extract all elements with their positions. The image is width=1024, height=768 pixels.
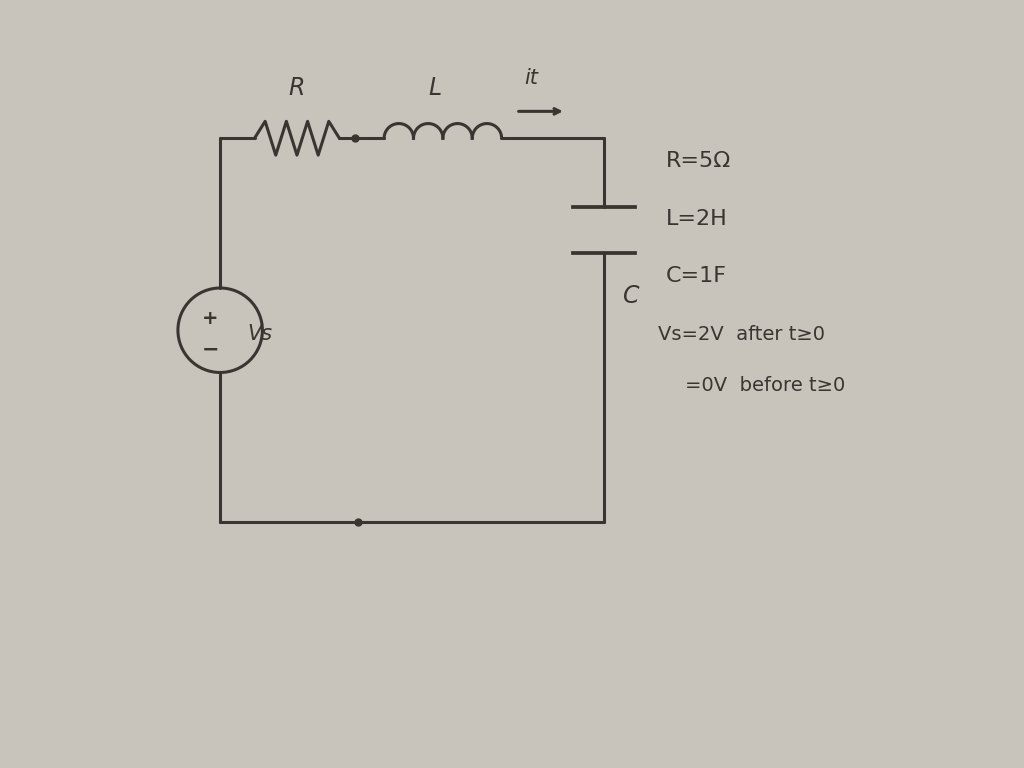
Text: L: L: [429, 76, 441, 100]
Text: Vs: Vs: [247, 324, 272, 344]
Text: =0V  before t≥0: =0V before t≥0: [685, 376, 845, 396]
Text: L=2H: L=2H: [666, 209, 727, 229]
Text: R=5Ω: R=5Ω: [666, 151, 731, 171]
Text: −: −: [202, 339, 219, 359]
Text: C: C: [624, 283, 640, 308]
Text: Vs=2V  after t≥0: Vs=2V after t≥0: [657, 325, 825, 343]
Text: C=1F: C=1F: [666, 266, 727, 286]
Text: +: +: [202, 310, 218, 328]
Text: it: it: [524, 68, 539, 88]
Text: R: R: [289, 76, 305, 100]
